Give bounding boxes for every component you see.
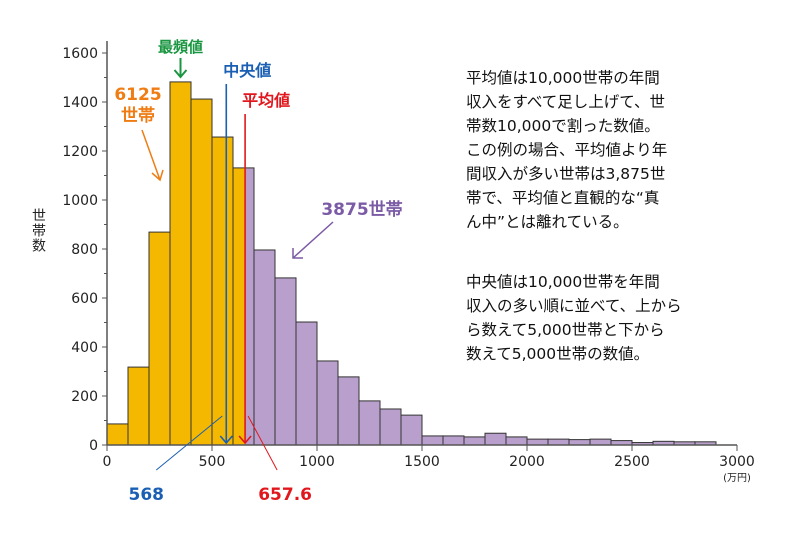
histogram-bar bbox=[463, 436, 486, 446]
histogram-bar bbox=[169, 81, 192, 446]
y-tick-label: 200 bbox=[71, 389, 98, 405]
histogram-bar bbox=[337, 376, 360, 446]
below-mean-arrow bbox=[141, 129, 164, 182]
histogram-bar bbox=[274, 277, 297, 446]
x-tick-label: 1000 bbox=[299, 454, 335, 470]
histogram-bar bbox=[526, 438, 549, 446]
median-value: 568 bbox=[129, 485, 165, 505]
histogram-bar bbox=[190, 98, 213, 446]
histogram-bar bbox=[568, 439, 591, 446]
x-tick-label: 500 bbox=[199, 454, 226, 470]
mean-explanation: 平均値は10,000世帯の年間 収入をすべて足し上げて、世 帯数10,000で割… bbox=[466, 69, 668, 231]
histogram-bar bbox=[253, 249, 276, 446]
x-tick-label: 0 bbox=[103, 454, 112, 470]
y-tick-label: 1600 bbox=[62, 46, 98, 62]
histogram-bar bbox=[442, 435, 465, 446]
histogram-bar bbox=[589, 438, 612, 446]
above-mean-arrow bbox=[292, 221, 334, 259]
histogram-bar bbox=[421, 435, 444, 446]
histogram-bar bbox=[358, 400, 381, 446]
histogram-bar bbox=[316, 360, 339, 446]
x-tick-label: 1500 bbox=[404, 454, 440, 470]
histogram-bar-part bbox=[233, 167, 246, 445]
above-mean-label: 3875世帯 bbox=[321, 199, 402, 220]
histogram-bar bbox=[148, 231, 171, 446]
histogram-bar bbox=[400, 414, 423, 446]
histogram-bar bbox=[484, 432, 507, 446]
y-tick-label: 1400 bbox=[62, 95, 98, 111]
mean-value: 657.6 bbox=[258, 485, 312, 505]
x-tick-label: 2000 bbox=[509, 454, 545, 470]
x-tick-label: 3000 bbox=[719, 454, 755, 470]
median-label: 中央値 bbox=[223, 61, 271, 80]
median-arrow bbox=[219, 84, 233, 445]
y-tick-label: 1200 bbox=[62, 144, 98, 160]
histogram-bar bbox=[547, 438, 570, 446]
histogram-bar bbox=[295, 321, 318, 446]
y-tick-label: 600 bbox=[71, 291, 98, 307]
below-mean-unit: 世帯 bbox=[121, 105, 155, 126]
histogram-bar bbox=[106, 423, 129, 446]
mean-leader bbox=[247, 415, 278, 471]
median-leader bbox=[155, 415, 223, 471]
y-axis-label: 世帯数 bbox=[30, 208, 46, 253]
median-explanation: 中央値は10,000世帯を年間 収入の多い順に並べて、上から ら数えて5,000… bbox=[466, 273, 682, 363]
histogram-bar bbox=[505, 436, 528, 446]
y-tick-label: 0 bbox=[89, 438, 98, 454]
y-tick-label: 800 bbox=[71, 242, 98, 258]
mode-label: 最頻値 bbox=[158, 38, 203, 56]
mean-arrow bbox=[238, 114, 252, 445]
histogram-bar bbox=[127, 366, 150, 446]
x-axis-unit: (万円) bbox=[723, 473, 751, 484]
mean-label: 平均値 bbox=[242, 91, 290, 110]
y-tick-label: 1000 bbox=[62, 193, 98, 209]
histogram-bar bbox=[211, 136, 234, 446]
x-tick-label: 2500 bbox=[614, 454, 650, 470]
histogram-bar-part bbox=[245, 167, 254, 445]
mode-arrow bbox=[173, 58, 188, 79]
y-tick-label: 400 bbox=[71, 340, 98, 356]
below-mean-count: 6125 bbox=[114, 85, 161, 105]
histogram-bar bbox=[379, 408, 402, 446]
